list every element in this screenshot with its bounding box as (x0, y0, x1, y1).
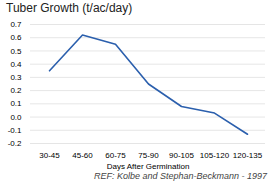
svg-text:120-135: 120-135 (233, 151, 263, 160)
svg-text:0.4: 0.4 (10, 60, 22, 69)
html-text:Tuber Growth (t/ac/day): Tuber Growth (t/ac/day) (6, 1, 133, 15)
svg-text:-0.1: -0.1 (8, 126, 22, 135)
svg-text:0.1: 0.1 (10, 99, 22, 108)
svg-text:0.0: 0.0 (10, 113, 22, 122)
svg-text:0.7: 0.7 (10, 20, 22, 29)
svg-text:0.3: 0.3 (10, 73, 22, 82)
html-text:REF: Kolbe and Stephan-Beckman: REF: Kolbe and Stephan-Beckmann - 1997 (93, 171, 267, 181)
svg-text:60-75: 60-75 (105, 151, 126, 160)
svg-text:45-60: 45-60 (72, 151, 93, 160)
svg-text:Days After Germination: Days After Germination (107, 162, 190, 171)
svg-text:-0.2: -0.2 (8, 139, 22, 148)
svg-text:0.6: 0.6 (10, 33, 22, 42)
svg-text:90-105: 90-105 (169, 151, 194, 160)
svg-text:0.2: 0.2 (10, 86, 22, 95)
svg-text:105-120: 105-120 (200, 151, 230, 160)
svg-text:75-90: 75-90 (138, 151, 159, 160)
svg-text:0.5: 0.5 (10, 47, 22, 56)
svg-text:30-45: 30-45 (39, 151, 60, 160)
